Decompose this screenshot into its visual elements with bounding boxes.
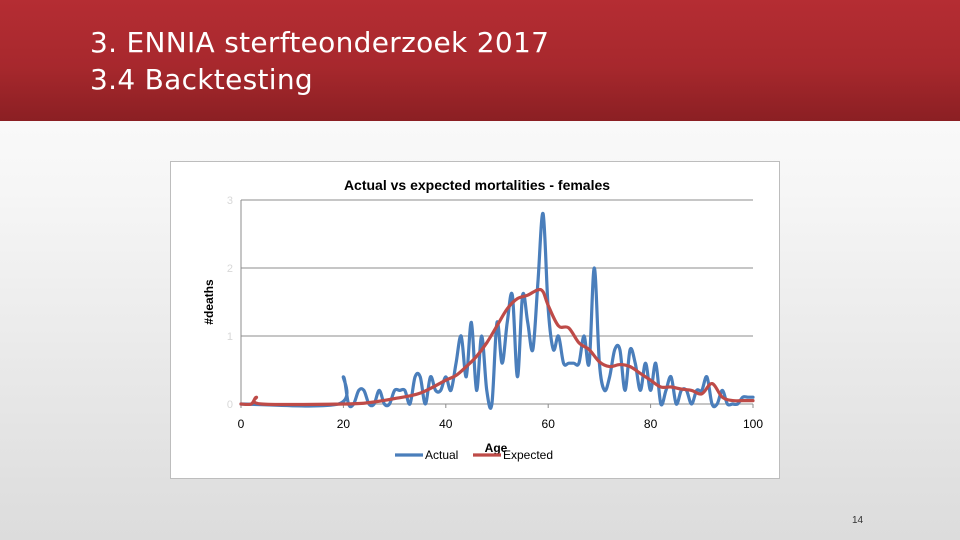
y-tick-label: 2: [227, 263, 233, 275]
x-tick-label: 80: [644, 417, 658, 431]
y-tick-label: 3: [227, 195, 233, 207]
x-tick-label: 20: [337, 417, 351, 431]
page-number: 14: [852, 515, 864, 526]
y-tick-label: 0: [227, 399, 233, 411]
mortality-line-chart: Actual vs expected mortalities - females…: [202, 177, 763, 462]
series-line-actual: [239, 211, 755, 410]
series-line-expected: [239, 287, 755, 407]
slide-header: 3. ENNIA sterfteonderzoek 2017 3.4 Backt…: [0, 0, 960, 121]
y-axis-label: #deaths: [202, 279, 216, 325]
x-tick-label: 0: [238, 417, 245, 431]
legend-label-actual: Actual: [425, 448, 458, 462]
x-axis-label: Age: [485, 441, 508, 455]
y-tick-label: 1: [227, 331, 233, 343]
chart-container: Actual vs expected mortalities - females…: [170, 161, 780, 479]
chart-legend: Actual Expected: [395, 448, 553, 462]
x-tick-label: 60: [542, 417, 556, 431]
slide-title: 3. ENNIA sterfteonderzoek 2017: [90, 26, 550, 59]
legend-label-expected: Expected: [503, 448, 553, 462]
chart-title: Actual vs expected mortalities - females: [344, 177, 610, 193]
slide-subtitle: 3.4 Backtesting: [90, 63, 313, 96]
x-tick-label: 40: [439, 417, 453, 431]
x-tick-label: 100: [743, 417, 763, 431]
